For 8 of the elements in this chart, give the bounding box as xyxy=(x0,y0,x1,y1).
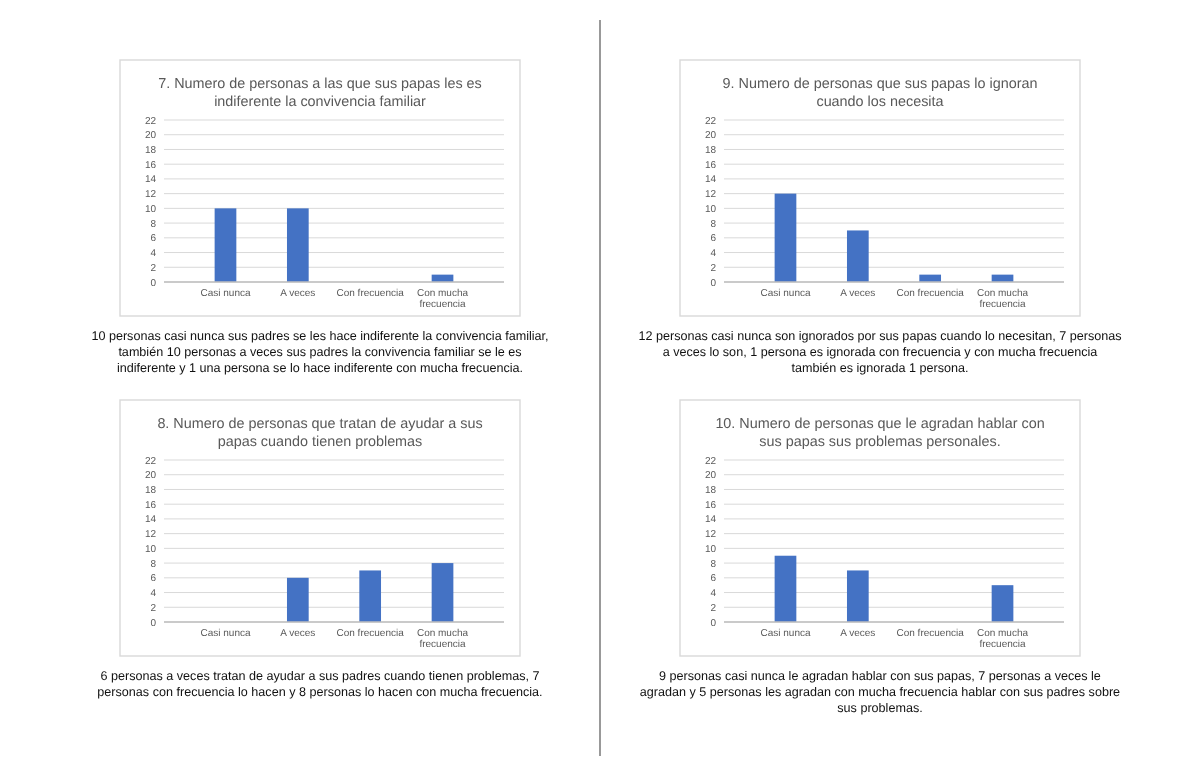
bar xyxy=(774,555,797,622)
bar xyxy=(774,193,797,282)
bar xyxy=(846,570,869,622)
bar xyxy=(846,230,869,282)
bar xyxy=(991,585,1014,622)
bar xyxy=(359,570,382,622)
bar xyxy=(286,577,309,622)
bar xyxy=(431,563,454,622)
